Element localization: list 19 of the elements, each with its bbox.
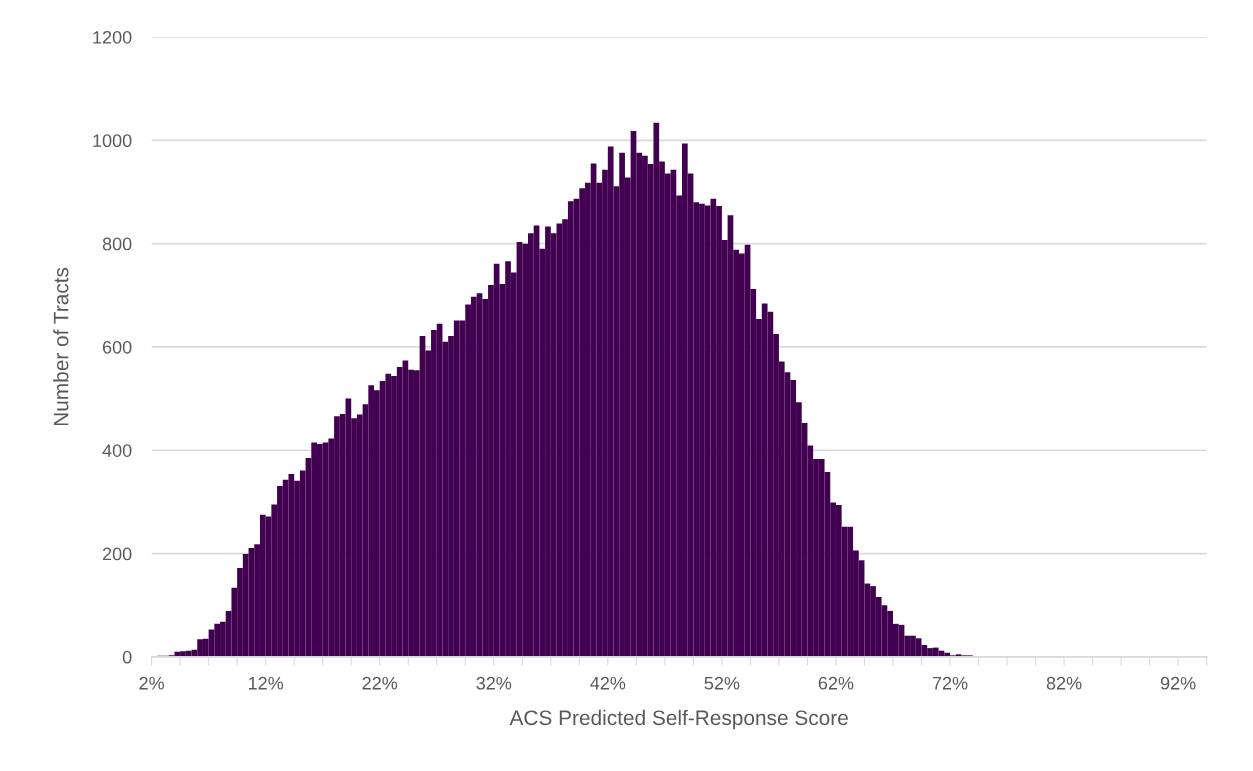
x-tick-label: 42%	[590, 676, 626, 690]
x-axis-title: ACS Predicted Self-Response Score	[509, 709, 848, 730]
x-tick-label: 82%	[1046, 676, 1082, 690]
x-tick-label: 92%	[1160, 676, 1196, 690]
x-tick-label: 32%	[476, 676, 512, 690]
x-tick-label: 2%	[139, 676, 165, 690]
x-tick-label: 72%	[932, 676, 968, 690]
x-tick-label: 52%	[704, 676, 740, 690]
y-tick-label: 200	[102, 547, 132, 561]
y-tick-label: 600	[102, 340, 132, 354]
y-tick-label: 0	[122, 650, 132, 664]
y-tick-label: 400	[102, 444, 132, 457]
y-tick-label: 800	[102, 237, 132, 251]
y-tick-label: 1000	[93, 134, 132, 148]
x-tick-label: 12%	[248, 676, 284, 690]
x-tick-label: 62%	[818, 676, 854, 690]
y-tick-label: 1200	[93, 30, 132, 44]
x-tick-label: 22%	[362, 676, 398, 690]
y-axis-title: Number of Tracts	[53, 267, 69, 426]
